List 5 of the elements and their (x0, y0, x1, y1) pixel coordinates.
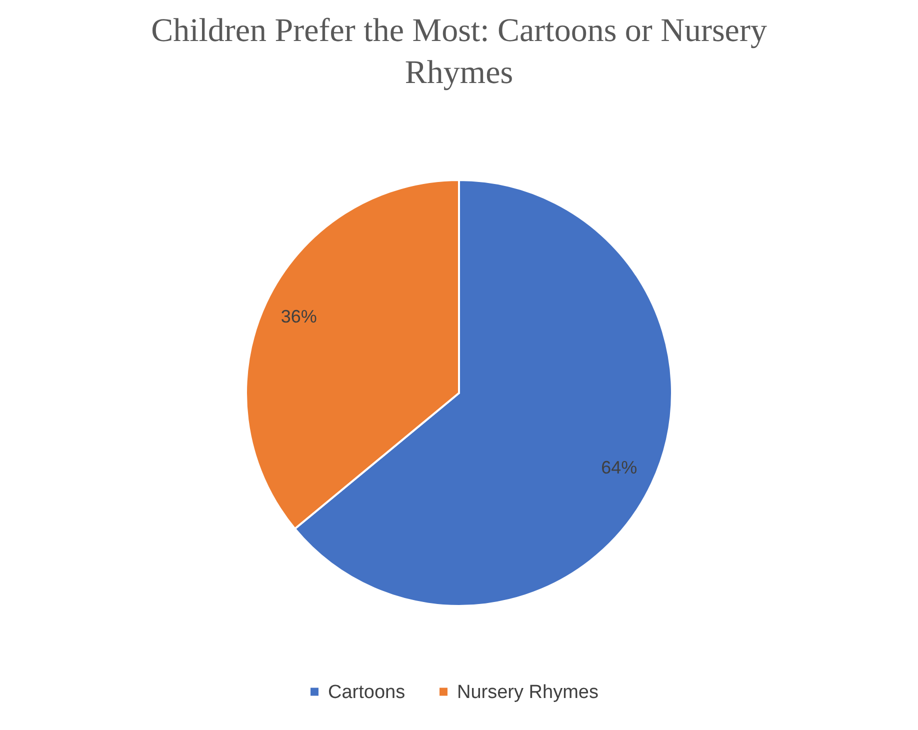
data-label: 36% (280, 306, 317, 327)
legend-label: Cartoons (328, 682, 406, 703)
legend-label: Nursery Rhymes (457, 682, 598, 703)
chart-title: Children Prefer the Most: Cartoons or Nursery Rhymes (151, 13, 768, 91)
data-label: 64% (601, 457, 638, 478)
